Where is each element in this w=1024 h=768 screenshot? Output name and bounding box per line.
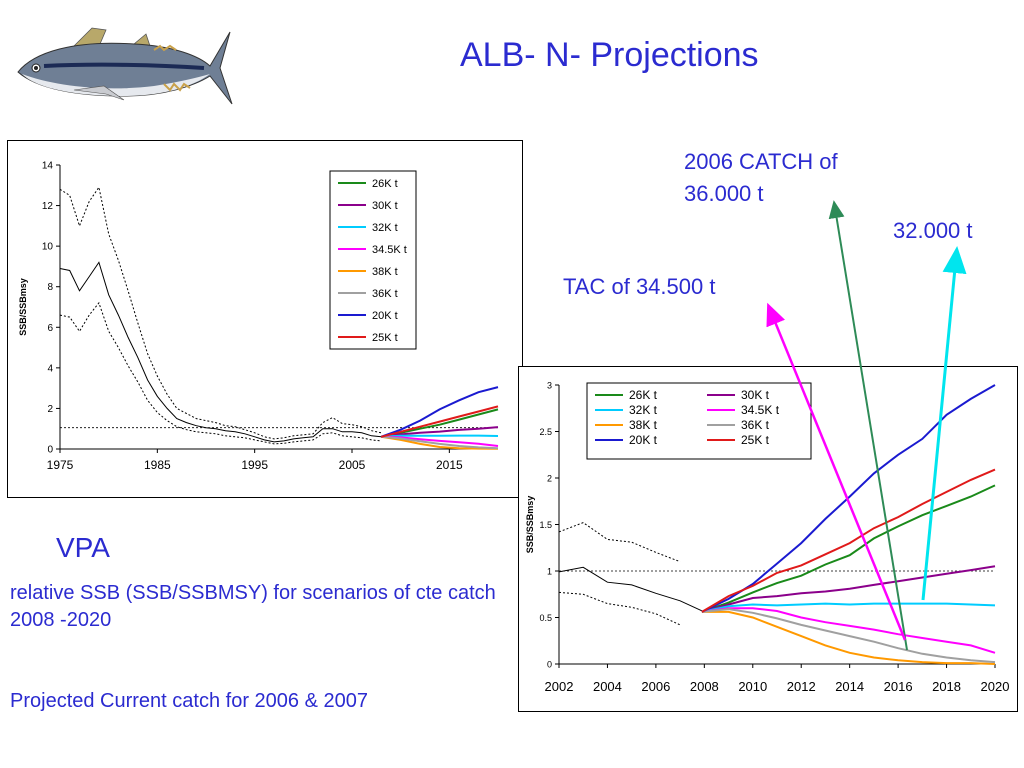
y-tick-label: 0.5 — [539, 613, 552, 623]
series-line-25K-t — [701, 468, 996, 613]
y-axis-label: SSB/SSBmsy — [18, 278, 28, 336]
historical-upper-ci — [59, 186, 382, 440]
x-tick-label: 1995 — [241, 458, 268, 472]
x-tick-label: 2008 — [690, 679, 719, 694]
legend-label: 20K t — [629, 433, 658, 447]
legend-label: 34.5K t — [741, 403, 780, 417]
vpa-label: VPA — [56, 532, 110, 563]
series-line-25K-t — [380, 405, 499, 438]
legend-label: 32K t — [629, 403, 658, 417]
legend-label: 36K t — [741, 418, 770, 432]
legend-label: 20K t — [372, 310, 398, 322]
series-line-36K-t — [701, 608, 996, 664]
legend-label: 25K t — [741, 433, 770, 447]
y-axis-label: SSB/SSBmsy — [525, 496, 535, 554]
legend-label: 32K t — [372, 222, 398, 234]
x-tick-label: 2015 — [436, 458, 463, 472]
y-tick-label: 0 — [47, 445, 53, 456]
x-tick-label: 2014 — [835, 679, 864, 694]
slide-title: ALB- N- Projections — [460, 36, 759, 74]
x-tick-label: 2018 — [932, 679, 961, 694]
x-tick-label: 2006 — [641, 679, 670, 694]
series-line-26K-t — [701, 484, 996, 613]
historical-lower-ci — [59, 301, 382, 445]
y-tick-label: 2.5 — [539, 427, 552, 437]
albacore-tuna-fish-icon — [14, 24, 234, 108]
legend-label: 38K t — [372, 266, 398, 278]
legend-label: 38K t — [629, 418, 658, 432]
x-tick-label: 1985 — [144, 458, 171, 472]
y-tick-label: 1.5 — [539, 520, 552, 530]
y-tick-label: 3 — [547, 381, 552, 391]
historical-upper-ci — [558, 522, 681, 563]
x-tick-label: 2020 — [981, 679, 1010, 694]
projection-ssb-chart: 0 0.5 1 1.5 2 2.5 3 2002 2004 2006 2008 2010 2012 201… — [525, 381, 1010, 695]
series-line-32K-t — [381, 434, 499, 438]
legend-label: 25K t — [372, 332, 398, 344]
annotation-catch-2006: 2006 CATCH of 36.000 t — [684, 149, 838, 206]
vpa-ssb-chart: 0 2 4 6 8 10 12 14 1975 1985 1995 2005 2015 SSB/SSBms… — [18, 161, 499, 472]
legend-label: 30K t — [372, 200, 398, 212]
y-tick-label: 8 — [47, 282, 53, 293]
annotation-catch-32000: 32.000 t — [893, 218, 973, 243]
legend-label: 34.5K t — [372, 244, 407, 256]
series-line-38K-t — [701, 610, 996, 665]
legend-label: 26K t — [372, 178, 398, 190]
legend-label: 36K t — [372, 288, 398, 300]
y-tick-label: 1 — [547, 567, 552, 577]
series-line-30K-t — [381, 426, 499, 438]
x-tick-label: 2016 — [884, 679, 913, 694]
y-tick-label: 10 — [42, 242, 54, 253]
x-tick-label: 2002 — [545, 679, 574, 694]
legend-label: 30K t — [741, 388, 770, 402]
series-line-36K-t — [381, 435, 499, 450]
y-tick-label: 6 — [47, 323, 53, 334]
x-tick-label: 2012 — [787, 679, 816, 694]
historical-line — [558, 566, 705, 613]
series-line-38K-t — [381, 435, 499, 450]
y-tick-label: 0 — [547, 660, 552, 670]
x-tick-label: 2005 — [339, 458, 366, 472]
historical-line — [59, 261, 382, 443]
y-tick-label: 2 — [47, 404, 53, 415]
vpa-chart-panel: 0 2 4 6 8 10 12 14 1975 1985 1995 2005 2015 SSB/SSBms… — [7, 140, 523, 498]
legend-box — [329, 170, 417, 350]
projection-zoom-chart-panel: 0 0.5 1 1.5 2 2.5 3 2002 2004 2006 2008 2010 2012 201… — [518, 366, 1018, 712]
series-line-20K-t — [380, 386, 499, 438]
y-tick-label: 4 — [47, 363, 53, 374]
y-tick-label: 2 — [547, 474, 552, 484]
scenario-description: relative SSB (SSB/SSBMSY) for scenarios … — [10, 582, 496, 631]
x-tick-label: 2004 — [593, 679, 622, 694]
annotation-tac: TAC of 34.500 t — [563, 274, 716, 299]
y-tick-label: 12 — [42, 201, 54, 212]
series-line-34-5K-t — [381, 435, 499, 447]
historical-lower-ci — [558, 591, 681, 626]
x-tick-label: 1975 — [47, 458, 74, 472]
projection-footnote: Projected Current catch for 2006 & 2007 — [10, 690, 368, 712]
legend-label: 26K t — [629, 388, 658, 402]
x-tick-label: 2010 — [738, 679, 767, 694]
y-tick-label: 14 — [42, 161, 54, 172]
